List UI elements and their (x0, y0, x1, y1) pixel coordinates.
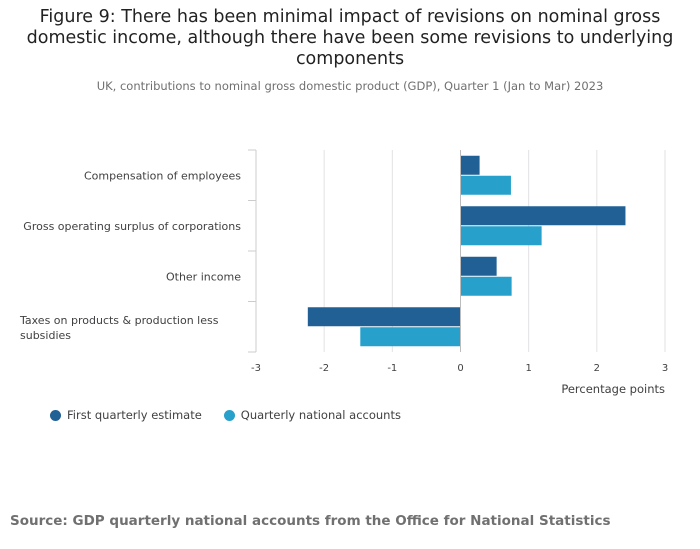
bars (307, 155, 626, 347)
legend: First quarterly estimate Quarterly nation… (50, 408, 401, 422)
x-tick-label: 2 (594, 363, 600, 374)
bar-chart: -3 -2 -1 0 1 2 3 Compensation of employees Gros… (19, 149, 668, 396)
legend-marker-icon (50, 409, 61, 421)
x-tick-label: 3 (662, 363, 668, 374)
x-tick-label: -3 (251, 363, 261, 374)
category-label: Taxes on products & production less subsi… (19, 314, 219, 342)
legend-label: First quarterly estimate (67, 408, 202, 422)
bar-first-quarterly-estimate[interactable] (307, 307, 461, 327)
category-labels: Compensation of employees Gross operating… (19, 169, 241, 342)
x-tick-label: -2 (319, 363, 329, 374)
bar-first-quarterly-estimate[interactable] (460, 155, 480, 175)
x-tick-label: 0 (457, 363, 463, 374)
x-tick-label: 1 (525, 363, 531, 374)
legend-item[interactable]: Quarterly national accounts (223, 408, 401, 422)
legend-item[interactable]: First quarterly estimate (50, 408, 202, 422)
legend-label: Quarterly national accounts (240, 408, 401, 422)
bar-first-quarterly-estimate[interactable] (460, 256, 497, 276)
category-label: Other income (166, 270, 241, 283)
category-label: Gross operating surplus of corporations (23, 220, 241, 233)
bar-first-quarterly-estimate[interactable] (460, 206, 626, 226)
category-label: Compensation of employees (84, 169, 241, 182)
source-note: Source: GDP quarterly national accounts … (10, 513, 611, 529)
bar-quarterly-national-accounts[interactable] (460, 226, 542, 246)
x-tick-label: -1 (387, 363, 397, 374)
axes: -3 -2 -1 0 1 2 3 (248, 149, 668, 374)
bar-quarterly-national-accounts[interactable] (460, 175, 511, 195)
legend-marker-icon (223, 409, 235, 421)
x-axis-title: Percentage points (561, 382, 665, 396)
chart-subtitle: UK, contributions to nominal gross domes… (96, 79, 604, 93)
bar-quarterly-national-accounts[interactable] (360, 327, 461, 347)
bar-quarterly-national-accounts[interactable] (460, 276, 512, 296)
chart-title: Figure 9: There has been minimal impact … (26, 7, 674, 69)
